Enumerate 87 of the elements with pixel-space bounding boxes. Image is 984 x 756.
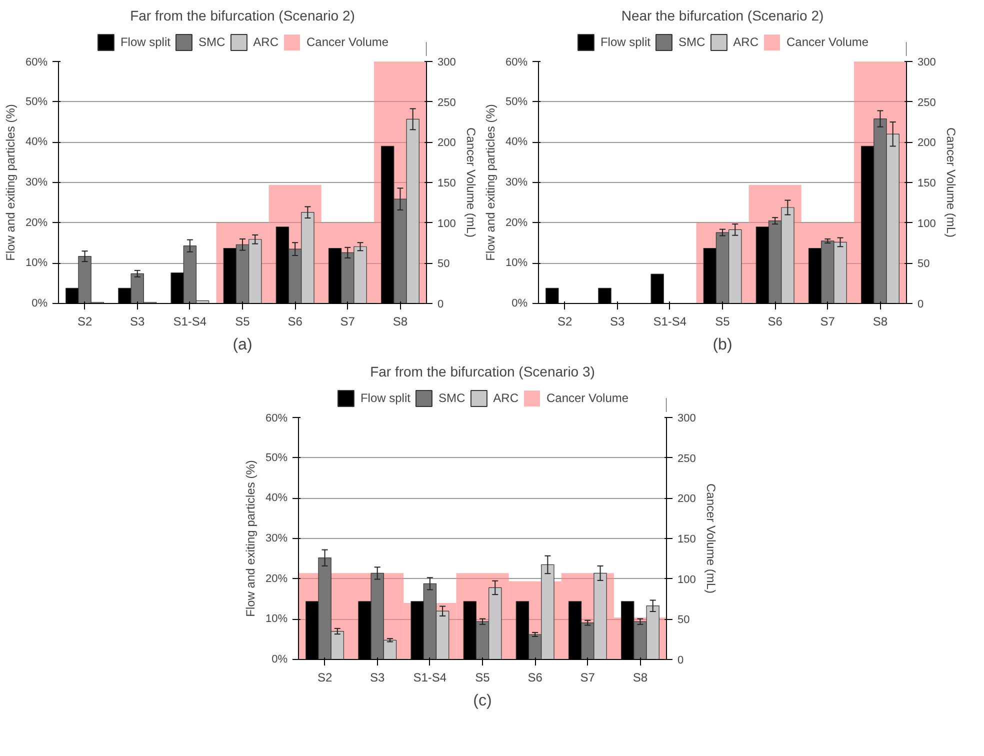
legend-label: SMC [438, 391, 466, 405]
x-tick-label: S1-S4 [653, 314, 687, 328]
chart-title: Far from the bifurcation (Scenario 2) [130, 8, 355, 24]
x-tick-label: S1-S4 [173, 314, 207, 328]
y-tick-label: 40% [265, 492, 288, 504]
y-tick-label: 10% [25, 257, 48, 270]
x-tick-label: S7 [580, 670, 596, 684]
y-tick-label: 20% [265, 572, 288, 585]
y-tick-label: 50% [265, 452, 288, 464]
y2-tick-label: 100 [678, 574, 696, 586]
legend-label: Flow split [600, 35, 650, 49]
y-tick-label: 50% [505, 96, 528, 108]
y2-tick-label: 50 [438, 258, 450, 270]
x-tick-label: S8 [632, 670, 648, 684]
y-tick-label: 30% [265, 532, 288, 544]
y-tick-label: 0% [512, 298, 528, 310]
y2-tick-label: 200 [678, 493, 696, 506]
legend-label: Cancer Volume [306, 35, 389, 49]
x-tick-label: S1-S4 [413, 670, 447, 684]
y2-tick-label: 0 [438, 298, 444, 310]
y-tick-label: 20% [25, 216, 48, 229]
y2-axis-title: Cancer Volume (mL) [944, 127, 958, 238]
legend-label: ARC [493, 391, 518, 405]
y2-axis-title: Cancer Volume (mL) [704, 483, 718, 594]
legend-label: ARC [253, 35, 278, 49]
legend-label: Cancer Volume [786, 35, 869, 49]
x-tick-label: S3 [610, 314, 626, 328]
x-tick-label: S6 [768, 314, 783, 328]
y-tick-label: 30% [505, 176, 528, 188]
y-tick-label: 30% [25, 176, 48, 188]
chart-title: Far from the bifurcation (Scenario 3) [370, 364, 595, 380]
y-tick-label: 60% [265, 412, 288, 424]
x-tick-label: S3 [130, 314, 146, 328]
legend-label: Flow split [120, 35, 170, 49]
y2-tick-label: 300 [678, 412, 696, 424]
x-tick-label: S8 [392, 314, 408, 328]
y-tick-label: 50% [25, 96, 48, 108]
x-tick-label: S5 [235, 314, 250, 328]
y2-tick-label: 100 [918, 218, 936, 230]
text: (b) [712, 336, 732, 354]
y2-tick-label: 250 [918, 96, 936, 109]
chart-title: Near the bifurcation (Scenario 2) [621, 8, 824, 24]
y-tick-label: 10% [505, 257, 528, 270]
text: (a) [232, 336, 252, 354]
y2-axis-title: Cancer Volume (mL) [464, 127, 478, 238]
y-axis-title: Flow and exiting particles (%) [483, 104, 498, 261]
y2-tick-label: 200 [918, 137, 936, 150]
y-axis-title: Flow and exiting particles (%) [3, 104, 18, 261]
y2-tick-label: 150 [918, 178, 936, 190]
x-tick-label: S5 [715, 314, 730, 328]
y-tick-label: 40% [505, 136, 528, 148]
x-tick-label: S2 [557, 314, 572, 328]
y-tick-label: 60% [25, 56, 48, 68]
y2-tick-label: 50 [918, 258, 930, 270]
y2-tick-label: 100 [438, 218, 456, 230]
y2-tick-label: 200 [438, 137, 456, 150]
y2-tick-label: 250 [678, 452, 696, 465]
y-tick-label: 40% [25, 136, 48, 148]
x-tick-label: S2 [77, 314, 92, 328]
x-tick-label: S3 [370, 670, 386, 684]
y2-tick-label: 300 [438, 56, 456, 68]
y2-tick-label: 0 [918, 298, 924, 310]
y-tick-label: 0% [272, 654, 288, 666]
text: (c) [473, 692, 492, 710]
y-tick-label: 60% [505, 56, 528, 68]
x-tick-label: S2 [317, 670, 332, 684]
y2-tick-label: 50 [678, 614, 690, 626]
y-tick-label: 10% [265, 613, 288, 626]
x-tick-label: S7 [340, 314, 356, 328]
legend-label: SMC [198, 35, 226, 49]
y2-tick-label: 300 [918, 56, 936, 68]
legend-label: ARC [733, 35, 758, 49]
y-tick-label: 20% [505, 216, 528, 229]
y-axis-title: Flow and exiting particles (%) [243, 460, 258, 617]
legend-label: SMC [678, 35, 706, 49]
legend-label: Cancer Volume [546, 391, 629, 405]
y2-tick-label: 250 [438, 96, 456, 109]
y2-tick-label: 150 [678, 534, 696, 546]
x-tick-label: S6 [528, 670, 543, 684]
x-tick-label: S8 [872, 314, 888, 328]
y2-tick-label: 0 [678, 654, 684, 666]
y2-tick-label: 150 [438, 178, 456, 190]
legend-label: Flow split [360, 391, 410, 405]
x-tick-label: S7 [820, 314, 836, 328]
x-tick-label: S6 [288, 314, 303, 328]
y-tick-label: 0% [32, 298, 48, 310]
x-tick-label: S5 [475, 670, 490, 684]
